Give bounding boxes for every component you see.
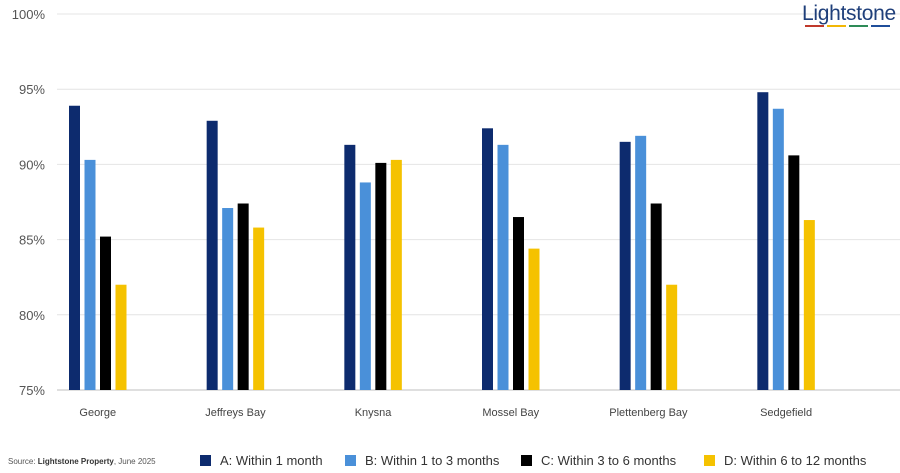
bar-sedgefield-4 <box>803 220 815 390</box>
legend-item: D: Within 6 to 12 months <box>704 453 866 468</box>
legend-label: C: Within 3 to 6 months <box>541 453 677 468</box>
bar-jeffreys-bay-2 <box>222 208 234 390</box>
bar-mossel-bay-4 <box>528 248 540 390</box>
bar-george-1 <box>69 105 80 390</box>
y-tick-label: 95% <box>19 82 45 97</box>
logo-stripes <box>802 25 898 27</box>
y-tick-label: 80% <box>19 308 45 323</box>
bar-plettenberg-bay-2 <box>635 135 647 390</box>
x-tick-label: George <box>79 407 116 419</box>
bar-george-2 <box>84 159 96 390</box>
y-tick-label: 90% <box>19 157 45 172</box>
legend-swatch <box>704 455 715 466</box>
source-org: Lightstone Property <box>37 457 114 466</box>
y-tick-label: 100% <box>12 7 46 22</box>
legend-label: B: Within 1 to 3 months <box>365 453 500 468</box>
legend-label: A: Within 1 month <box>220 453 323 468</box>
bars <box>69 92 815 390</box>
legend-label: D: Within 6 to 12 months <box>724 453 867 468</box>
chart-legend: A: Within 1 month B: Within 1 to 3 months… <box>0 453 900 471</box>
x-tick-label: Knysna <box>355 407 393 419</box>
x-tick-label: Plettenberg Bay <box>609 407 688 419</box>
bar-mossel-bay-3 <box>513 217 524 390</box>
bar-george-4 <box>115 284 127 390</box>
source-prefix: Source: <box>8 457 38 466</box>
bar-jeffreys-bay-4 <box>253 227 265 390</box>
legend-swatch <box>200 455 211 466</box>
bar-jeffreys-bay-1 <box>206 120 218 390</box>
legend-swatch <box>521 455 532 466</box>
bar-mossel-bay-2 <box>497 144 509 390</box>
legend-item: A: Within 1 month <box>200 453 323 468</box>
x-tick-label: Mossel Bay <box>482 407 539 419</box>
y-tick-label: 75% <box>19 383 45 398</box>
logo-stripe-red <box>805 25 824 27</box>
bar-george-3 <box>100 236 111 390</box>
logo-stripe-blue <box>871 25 890 27</box>
source-date: , June 2025 <box>113 457 156 466</box>
bar-mossel-bay-1 <box>482 128 493 390</box>
bar-knysna-4 <box>390 159 402 390</box>
bar-sedgefield-2 <box>772 108 784 390</box>
logo-text: Lightstone <box>802 2 896 25</box>
bar-knysna-1 <box>344 144 356 390</box>
bar-plettenberg-bay-3 <box>650 203 662 390</box>
legend-item: B: Within 1 to 3 months <box>345 453 499 468</box>
bar-jeffreys-bay-3 <box>237 203 249 390</box>
axis-labels: 75% 80% 85% 90% 95% 100% George Jeffreys Bay Kny… <box>12 7 812 419</box>
logo-stripe-green <box>849 25 868 27</box>
bar-plettenberg-bay-1 <box>619 141 631 390</box>
legend-item: C: Within 3 to 6 months <box>521 453 676 468</box>
x-tick-label: Sedgefield <box>760 407 812 419</box>
bar-sedgefield-1 <box>757 92 769 390</box>
legend-swatch <box>345 455 356 466</box>
x-tick-label: Jeffreys Bay <box>205 407 266 419</box>
y-tick-label: 85% <box>19 233 45 248</box>
bar-knysna-2 <box>359 182 371 390</box>
lightstone-logo: Lightstone <box>802 1 898 31</box>
logo-stripe-yellow <box>827 25 846 27</box>
bar-knysna-3 <box>375 162 387 390</box>
bar-sedgefield-3 <box>788 155 800 390</box>
bar-plettenberg-bay-4 <box>666 284 678 390</box>
source-note: Source: Lightstone Property, June 2025 <box>8 457 156 466</box>
